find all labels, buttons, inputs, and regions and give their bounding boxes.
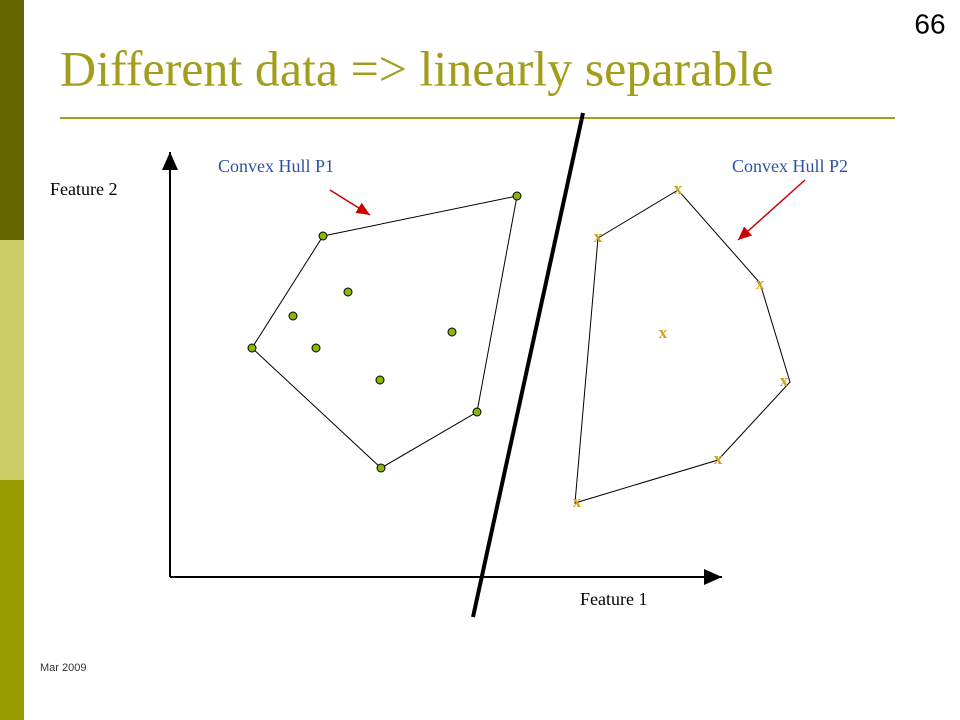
- separator: [471, 112, 585, 618]
- side-bar: [0, 240, 24, 480]
- hull-p2: [574, 189, 791, 504]
- x-marker: x: [594, 227, 603, 246]
- point: [472, 407, 482, 417]
- y-axis-label: Feature 2: [50, 179, 117, 199]
- side-bar: [0, 0, 24, 240]
- class1-points: [247, 191, 522, 473]
- point: [375, 375, 385, 385]
- hull-label: Convex Hull P1: [218, 156, 334, 176]
- x-marker: x: [573, 492, 582, 511]
- class2-points: x x x x x x x: [573, 179, 789, 511]
- footer: Mar 2009: [40, 662, 86, 674]
- side-bar: [0, 480, 24, 720]
- point: [247, 343, 257, 353]
- x-axis-label: Feature 1: [580, 589, 647, 609]
- hull-p1: [251, 195, 518, 469]
- title: Different data => linearly separable: [60, 40, 773, 96]
- x-marker: x: [780, 371, 789, 390]
- point: [512, 191, 522, 201]
- hull-label: Convex Hull P2: [732, 156, 848, 176]
- point: [376, 463, 386, 473]
- point: [288, 311, 298, 321]
- point: [447, 327, 457, 337]
- x-marker: x: [659, 323, 668, 342]
- x-marker: x: [674, 179, 683, 198]
- x-marker: x: [714, 449, 723, 468]
- x-marker: x: [756, 274, 765, 293]
- point: [343, 287, 353, 297]
- point: [311, 343, 321, 353]
- arrow: [737, 179, 806, 241]
- point: [318, 231, 328, 241]
- arrow: [329, 189, 371, 216]
- slide-number: 66: [914, 8, 945, 39]
